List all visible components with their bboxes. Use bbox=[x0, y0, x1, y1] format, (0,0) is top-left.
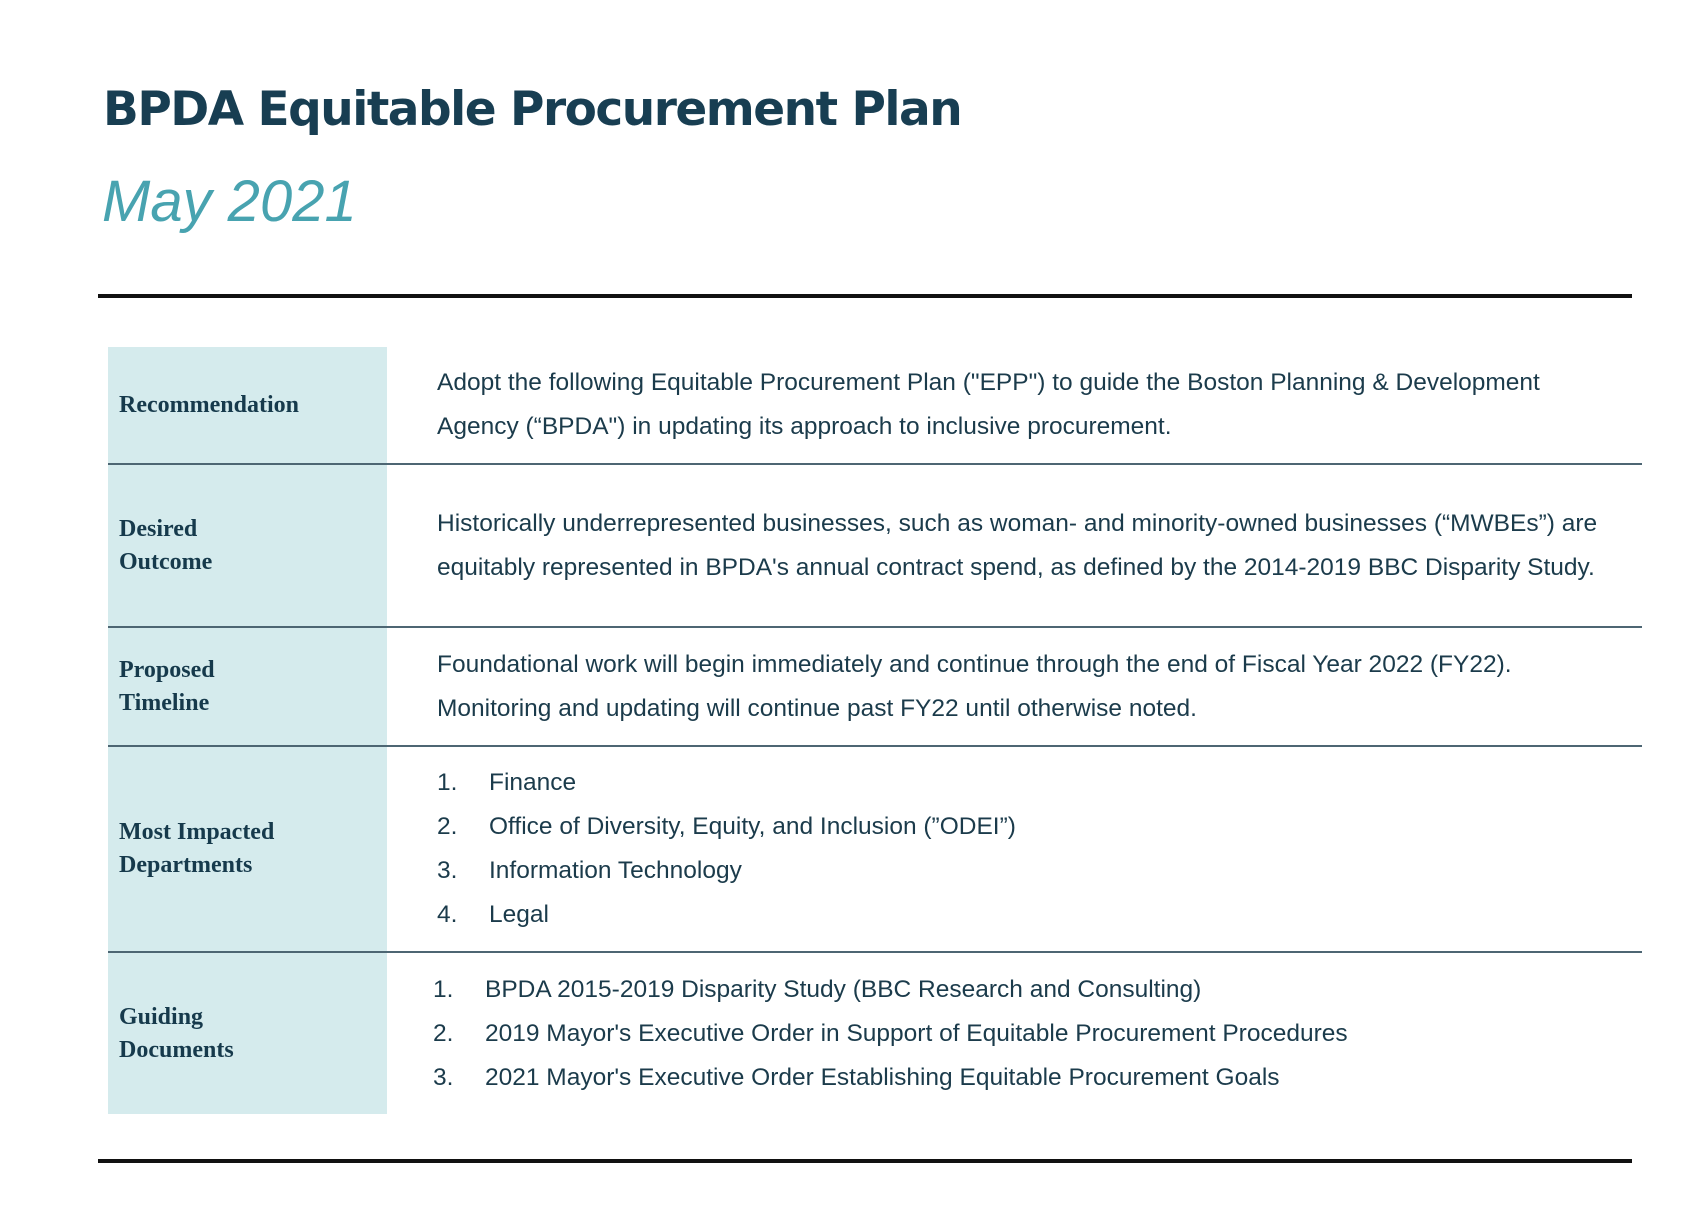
item-number: 3. bbox=[433, 1063, 454, 1091]
item-number: 2. bbox=[433, 1019, 454, 1047]
table-row: Recommendation Adopt the following Equit… bbox=[108, 347, 1642, 464]
table-row: Most Impacted Departments 1. Finance 2. Of… bbox=[108, 746, 1642, 952]
item-number: 2. bbox=[437, 813, 458, 840]
item-number: 3. bbox=[437, 857, 458, 884]
item-number: 4. bbox=[437, 901, 458, 928]
list-item: 2. 2019 Mayor's Executive Order in Suppor… bbox=[433, 1012, 1622, 1056]
guiding-documents-list: 1. BPDA 2015-2019 Disparity Study (BBC Re… bbox=[433, 968, 1622, 1100]
plan-summary-table: Recommendation Adopt the following Equit… bbox=[108, 347, 1642, 1114]
department-list: 1. Finance 2. Office of Diversity, Equity,… bbox=[437, 761, 1622, 937]
row-label: Guiding Documents bbox=[108, 952, 387, 1114]
row-label: Desired Outcome bbox=[108, 464, 387, 627]
table-row: Proposed Timeline Foundational work will… bbox=[108, 627, 1642, 746]
list-item: 2. Office of Diversity, Equity, and Inclu… bbox=[437, 805, 1622, 849]
list-item: 3. Information Technology bbox=[437, 849, 1622, 893]
list-item: 3. 2021 Mayor's Executive Order Establish… bbox=[433, 1056, 1622, 1100]
row-label: Proposed Timeline bbox=[108, 627, 387, 746]
item-text: Finance bbox=[489, 769, 577, 796]
list-item: 1. Finance bbox=[437, 761, 1622, 805]
table-row: Guiding Documents 1. BPDA 2015-2019 Dispa… bbox=[108, 952, 1642, 1114]
row-label: Recommendation bbox=[108, 347, 387, 464]
page-date: May 2021 bbox=[102, 169, 357, 234]
table-row: Desired Outcome Historically underrepres… bbox=[108, 464, 1642, 627]
row-content: Historically underrepresented businesses… bbox=[437, 509, 1598, 581]
item-text: Legal bbox=[489, 901, 549, 928]
top-divider bbox=[98, 294, 1632, 298]
row-content: Foundational work will begin immediately… bbox=[437, 650, 1512, 722]
row-content: 1. Finance 2. Office of Diversity, Equity,… bbox=[387, 746, 1642, 952]
row-content: 1. BPDA 2015-2019 Disparity Study (BBC Re… bbox=[387, 952, 1642, 1114]
item-number: 1. bbox=[437, 769, 458, 796]
item-text: BPDA 2015-2019 Disparity Study (BBC Rese… bbox=[485, 975, 1202, 1003]
bottom-divider bbox=[98, 1159, 1632, 1163]
page-title: BPDA Equitable Procurement Plan bbox=[103, 82, 963, 137]
row-content: Adopt the following Equitable Procuremen… bbox=[437, 369, 1540, 440]
item-text: 2019 Mayor's Executive Order in Support … bbox=[485, 1019, 1348, 1047]
list-item: 4. Legal bbox=[437, 893, 1622, 937]
item-text: 2021 Mayor's Executive Order Establishin… bbox=[485, 1063, 1280, 1091]
list-item: 1. BPDA 2015-2019 Disparity Study (BBC Re… bbox=[433, 968, 1622, 1012]
item-text: Information Technology bbox=[489, 857, 742, 884]
item-number: 1. bbox=[433, 975, 454, 1003]
row-label: Most Impacted Departments bbox=[108, 746, 387, 952]
item-text: Office of Diversity, Equity, and Inclusi… bbox=[489, 813, 1016, 840]
